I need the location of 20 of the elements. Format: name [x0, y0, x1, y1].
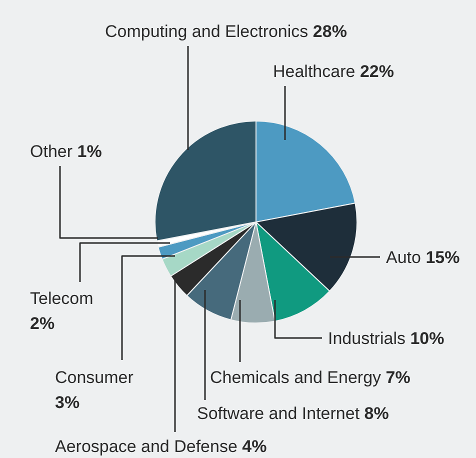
data-label: 7% — [386, 368, 410, 387]
data-label: 8% — [364, 404, 389, 423]
slice-label: Chemicals and Energy — [210, 368, 386, 387]
slice-label: Auto — [386, 248, 426, 267]
data-label: 1% — [77, 142, 102, 161]
slice-label: Software and Internet — [197, 404, 364, 423]
data-label: 22% — [360, 62, 394, 81]
data-label: 3% — [55, 393, 80, 412]
data-label: 28% — [312, 22, 347, 41]
slice-label: Telecom — [30, 289, 94, 308]
slice-label: Industrials — [328, 329, 410, 348]
slice-label: Consumer — [55, 368, 134, 387]
data-label: 2% — [30, 314, 55, 333]
slice-label: Aerospace and Defense — [55, 437, 242, 456]
data-label: 4% — [242, 437, 267, 456]
data-label: 15% — [426, 248, 460, 267]
slice-label: Computing and Electronics — [105, 22, 313, 41]
slice-label: Other — [30, 142, 78, 161]
data-label: 10% — [410, 329, 444, 348]
slice-label: Healthcare — [273, 62, 360, 81]
